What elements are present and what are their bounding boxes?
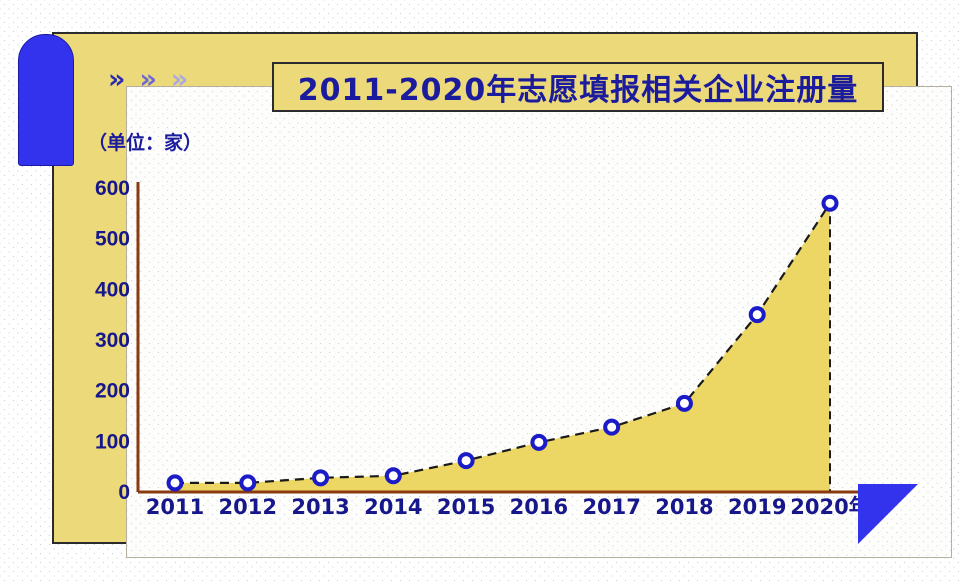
chart-title-banner: 2011-2020年志愿填报相关企业注册量	[272, 62, 884, 112]
x-tick-label: 2020年	[790, 495, 869, 519]
data-point-marker	[457, 452, 475, 470]
data-point-markers	[166, 194, 839, 492]
data-point-marker	[821, 194, 839, 212]
chevron-decoration-group: » » »	[108, 66, 188, 93]
data-point-marker	[166, 474, 184, 492]
x-tick-label: 2013	[291, 495, 349, 519]
x-tick-label: 2018	[655, 495, 713, 519]
blue-corner-triangle-decoration	[858, 484, 918, 544]
blue-tab-decoration	[18, 34, 74, 166]
y-axis-tick-labels: 0 100 200 300 400 500 600	[95, 177, 130, 504]
x-tick-label: 2017	[582, 495, 640, 519]
x-tick-label: 2016	[510, 495, 568, 519]
area-fill	[175, 203, 830, 492]
x-tick-label: 2019	[728, 495, 786, 519]
chart-title: 2011-2020年志愿填报相关企业注册量	[297, 73, 859, 108]
data-point-marker	[384, 467, 402, 485]
chevron-right-icon-1: »	[108, 64, 126, 95]
y-tick-label: 500	[95, 228, 130, 251]
y-axis-unit-label: （单位：家）	[88, 132, 203, 154]
y-tick-label: 100	[95, 430, 130, 453]
y-tick-label: 300	[95, 329, 130, 352]
y-tick-label: 200	[95, 380, 130, 403]
data-point-marker	[530, 433, 548, 451]
data-line	[175, 202, 831, 484]
y-tick-label: 600	[95, 177, 130, 200]
chevron-right-icon-3: »	[170, 64, 189, 95]
x-tick-label: 2012	[219, 495, 277, 519]
chevron-right-icon-2: »	[139, 64, 157, 95]
data-point-marker	[312, 469, 330, 487]
y-tick-label: 0	[118, 481, 130, 504]
x-tick-label: 2015	[437, 495, 495, 519]
data-point-marker	[748, 306, 766, 324]
data-point-marker	[239, 474, 257, 492]
x-tick-label: 2014	[364, 495, 422, 519]
x-axis-tick-labels: 2011 2012 2013 2014 2015 2016 2017 2018 2019 2020…	[146, 495, 870, 519]
x-tick-label: 2011	[146, 495, 204, 519]
y-tick-label: 400	[95, 278, 130, 301]
data-point-marker	[603, 418, 621, 436]
data-point-marker	[675, 394, 693, 412]
